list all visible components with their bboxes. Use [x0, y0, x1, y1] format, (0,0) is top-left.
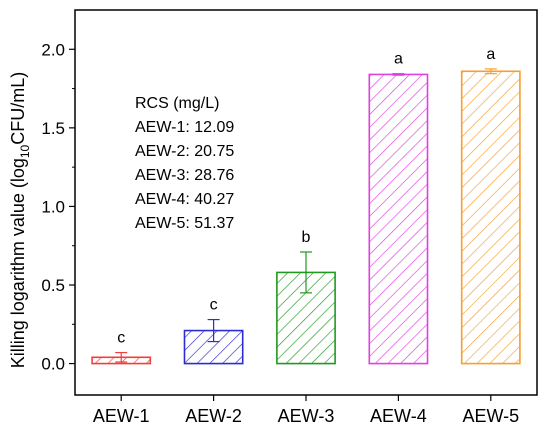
annotation-line-5: AEW-5: 51.37 — [135, 215, 234, 232]
y-axis-label-tail: CFU/mL) — [8, 72, 28, 145]
y-axis-label-subscript: 10 — [18, 144, 32, 158]
significance-label-aew-2: c — [210, 297, 218, 314]
significance-label-aew-4: a — [394, 51, 403, 68]
error-bar-aew-3 — [300, 251, 312, 294]
y-axis-label: Killing logarithm value (log10CFU/mL) — [8, 72, 32, 368]
error-bar-aew-4 — [392, 73, 405, 76]
y-tick-label: 0.0 — [41, 355, 65, 374]
y-tick-label: 0.5 — [41, 276, 65, 295]
annotation-line-1: AEW-1: 12.09 — [135, 119, 234, 136]
x-tick-label-aew-4: AEW-4 — [370, 406, 427, 426]
y-tick-label: 1.0 — [41, 197, 65, 216]
bar-aew-5 — [460, 70, 521, 365]
y-tick-label: 2.0 — [41, 40, 65, 59]
annotation-title: RCS (mg/L) — [135, 95, 219, 112]
bar-aew-4 — [368, 73, 429, 365]
annotation-line-2: AEW-2: 20.75 — [135, 143, 234, 160]
x-tick-label-aew-2: AEW-2 — [185, 406, 242, 426]
annotation-line-4: AEW-4: 40.27 — [135, 191, 234, 208]
error-bar-aew-2 — [207, 318, 220, 343]
rcs-annotation: RCS (mg/L) AEW-1: 12.09 AEW-2: 20.75 AEW… — [135, 95, 234, 232]
significance-label-aew-5: a — [486, 46, 495, 63]
error-bar-aew-1 — [115, 351, 128, 363]
y-tick-label: 1.5 — [41, 119, 65, 138]
significance-label-aew-3: b — [302, 229, 311, 246]
y-axis-label-main: Killing logarithm value (log — [8, 158, 28, 368]
x-tick-label-aew-5: AEW-5 — [462, 406, 519, 426]
annotation-line-3: AEW-3: 28.76 — [135, 167, 234, 184]
x-tick-label-aew-3: AEW-3 — [278, 406, 335, 426]
significance-label-aew-1: c — [117, 330, 125, 347]
error-bar-aew-5 — [484, 68, 497, 75]
x-tick-label-aew-1: AEW-1 — [93, 406, 150, 426]
